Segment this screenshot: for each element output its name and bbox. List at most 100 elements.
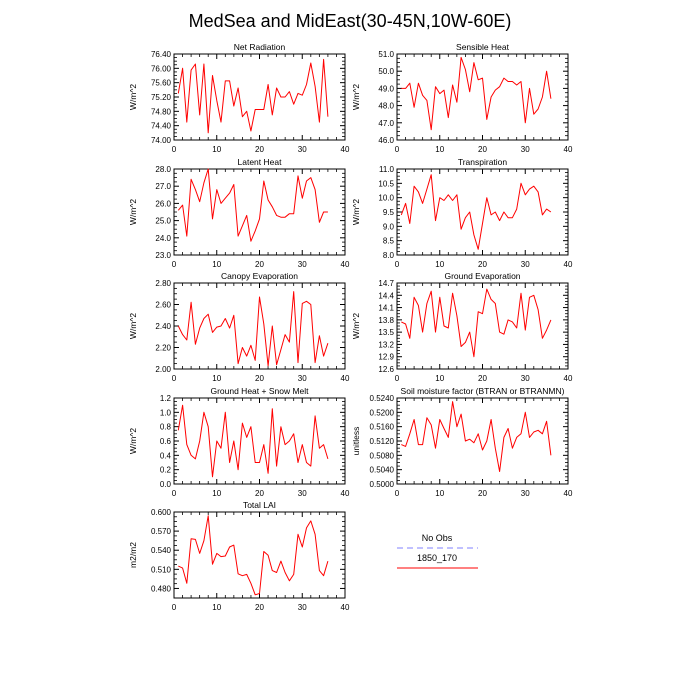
panel-2: Latent Heat W/m^2 23.0 24.0 25.0 26.0 27.0 28.0… bbox=[128, 157, 350, 269]
panel-8: Total LAI m2/m2 0.480 0.510 0.540 0.570 0.600 0… bbox=[128, 500, 350, 612]
y-axis-label: W/m^2 bbox=[351, 84, 361, 110]
y-tick-label: 2.20 bbox=[155, 344, 171, 353]
series-line bbox=[401, 56, 552, 131]
panels: Net Radiation W/m^2 74.00 74.40 74.80 75.20 75… bbox=[128, 42, 573, 612]
x-tick-label: 10 bbox=[212, 260, 221, 269]
y-tick-label: 0.2 bbox=[160, 466, 172, 475]
panel-title: Transpiration bbox=[458, 157, 508, 167]
x-tick-label: 30 bbox=[521, 145, 530, 154]
x-tick-label: 30 bbox=[298, 374, 307, 383]
panel-title: Total LAI bbox=[243, 500, 276, 510]
panel-5: Ground Evaporation W/m^2 12.6 12.9 13.2 13.5 1… bbox=[351, 271, 573, 383]
x-tick-label: 0 bbox=[395, 489, 400, 498]
x-tick-label: 20 bbox=[478, 374, 487, 383]
panel-title: Latent Heat bbox=[238, 157, 283, 167]
y-tick-label: 0.5000 bbox=[370, 480, 395, 489]
series-line bbox=[177, 168, 328, 242]
x-tick-label: 40 bbox=[341, 489, 350, 498]
x-tick-label: 10 bbox=[435, 374, 444, 383]
y-tick-label: 8.5 bbox=[383, 237, 395, 246]
y-tick-label: 74.40 bbox=[151, 122, 172, 131]
y-tick-label: 0.570 bbox=[151, 527, 172, 536]
y-axis-label: W/m^2 bbox=[128, 199, 138, 225]
x-tick-label: 20 bbox=[255, 260, 264, 269]
panel-1: Sensible Heat W/m^2 46.0 47.0 48.0 49.0 50.0 51… bbox=[351, 42, 573, 154]
y-tick-label: 10.5 bbox=[378, 179, 394, 188]
x-tick-label: 30 bbox=[298, 489, 307, 498]
y-tick-label: 9.0 bbox=[383, 222, 395, 231]
y-tick-label: 0.600 bbox=[151, 508, 172, 517]
y-tick-label: 49.0 bbox=[378, 84, 394, 93]
x-tick-label: 40 bbox=[564, 260, 573, 269]
x-tick-label: 20 bbox=[255, 145, 264, 154]
panel-title: Net Radiation bbox=[234, 42, 286, 52]
y-tick-label: 0.5200 bbox=[370, 408, 395, 417]
y-tick-label: 11.0 bbox=[379, 165, 395, 174]
y-tick-label: 24.0 bbox=[155, 234, 171, 243]
x-tick-label: 10 bbox=[435, 489, 444, 498]
x-tick-label: 0 bbox=[172, 260, 177, 269]
series-line bbox=[177, 404, 329, 478]
x-tick-label: 40 bbox=[341, 374, 350, 383]
y-tick-label: 0.6 bbox=[160, 437, 172, 446]
y-tick-label: 47.0 bbox=[378, 119, 394, 128]
series-line bbox=[177, 291, 329, 367]
x-tick-label: 10 bbox=[435, 145, 444, 154]
x-tick-label: 0 bbox=[172, 145, 177, 154]
y-axis-label: W/m^2 bbox=[128, 428, 138, 454]
x-tick-label: 10 bbox=[435, 260, 444, 269]
y-tick-label: 48.0 bbox=[378, 102, 394, 111]
y-tick-label: 13.5 bbox=[378, 328, 394, 337]
panel-4: Canopy Evaporation W/m^2 2.00 2.20 2.40 2.60 2… bbox=[128, 271, 350, 383]
y-tick-label: 75.60 bbox=[151, 79, 172, 88]
y-tick-label: 0.5080 bbox=[370, 451, 395, 460]
y-tick-label: 0.5120 bbox=[370, 437, 395, 446]
x-tick-label: 0 bbox=[172, 489, 177, 498]
x-tick-label: 40 bbox=[341, 260, 350, 269]
series-line bbox=[401, 288, 552, 358]
y-tick-label: 8.0 bbox=[383, 251, 395, 260]
y-tick-label: 0.5240 bbox=[370, 394, 395, 403]
y-tick-label: 25.0 bbox=[155, 217, 171, 226]
panel-title: Canopy Evaporation bbox=[221, 271, 298, 281]
x-tick-label: 30 bbox=[521, 260, 530, 269]
y-tick-label: 76.00 bbox=[151, 64, 172, 73]
x-tick-label: 30 bbox=[521, 489, 530, 498]
x-tick-label: 20 bbox=[478, 489, 487, 498]
series-line bbox=[178, 515, 329, 596]
x-tick-label: 20 bbox=[478, 260, 487, 269]
series-line bbox=[400, 174, 552, 250]
figure-title: MedSea and MidEast(30-45N,10W-60E) bbox=[189, 11, 512, 31]
y-tick-label: 1.0 bbox=[160, 408, 172, 417]
x-tick-label: 30 bbox=[298, 145, 307, 154]
y-tick-label: 23.0 bbox=[155, 251, 171, 260]
legend: No Obs 1850_170 bbox=[397, 533, 478, 569]
x-tick-label: 0 bbox=[172, 374, 177, 383]
panel-title: Ground Evaporation bbox=[444, 271, 520, 281]
x-tick-label: 10 bbox=[212, 489, 221, 498]
y-tick-label: 2.60 bbox=[155, 301, 171, 310]
y-tick-label: 14.1 bbox=[378, 304, 394, 313]
y-axis-label: m2/m2 bbox=[128, 542, 138, 568]
x-tick-label: 40 bbox=[564, 489, 573, 498]
x-tick-label: 0 bbox=[172, 603, 177, 612]
x-tick-label: 0 bbox=[395, 260, 400, 269]
x-tick-label: 10 bbox=[212, 603, 221, 612]
y-tick-label: 0.8 bbox=[160, 423, 172, 432]
y-tick-label: 28.0 bbox=[155, 165, 171, 174]
y-tick-label: 0.510 bbox=[151, 565, 172, 574]
x-tick-label: 40 bbox=[341, 603, 350, 612]
legend-label-1850-170: 1850_170 bbox=[417, 553, 457, 563]
x-tick-label: 40 bbox=[564, 374, 573, 383]
x-tick-label: 10 bbox=[212, 374, 221, 383]
series-line bbox=[401, 401, 552, 472]
y-tick-label: 12.9 bbox=[378, 353, 394, 362]
x-tick-label: 0 bbox=[395, 145, 400, 154]
y-tick-label: 46.0 bbox=[378, 136, 394, 145]
y-tick-label: 0.5040 bbox=[370, 466, 395, 475]
y-axis-label: W/m^2 bbox=[351, 199, 361, 225]
panel-title: Sensible Heat bbox=[456, 42, 510, 52]
y-axis-label: W/m^2 bbox=[351, 313, 361, 339]
series-line bbox=[177, 58, 329, 134]
